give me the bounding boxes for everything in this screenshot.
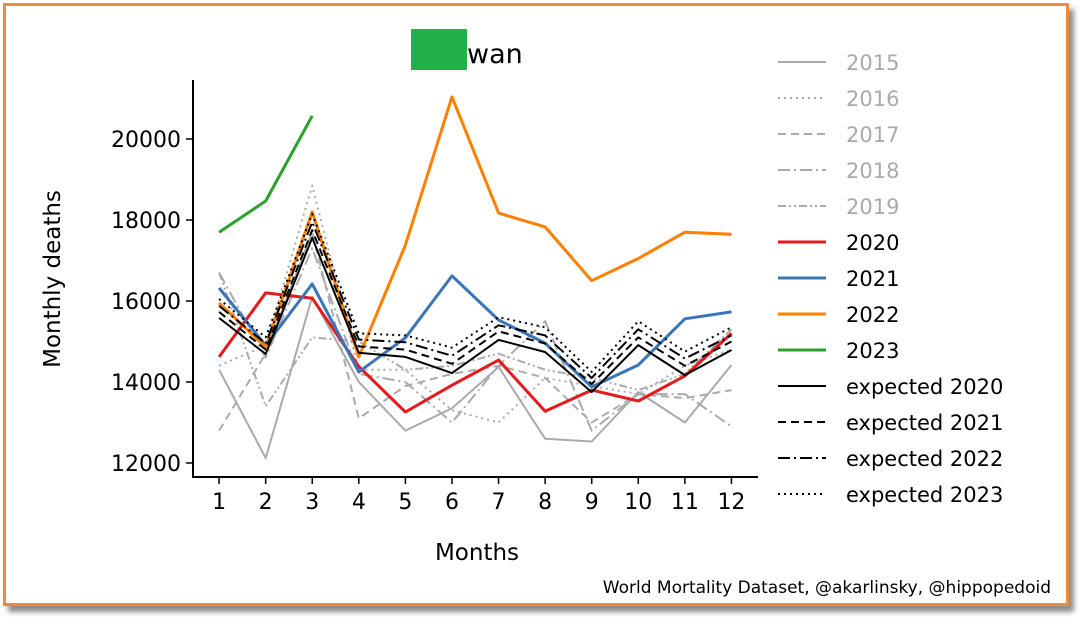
legend-label: 2020 [846, 231, 899, 255]
x-axis-label: Months [435, 540, 519, 566]
legend-label: 2019 [846, 195, 899, 219]
x-tick-label: 10 [624, 490, 652, 515]
series-line-expected-2023 [218, 212, 732, 373]
y-tick-label: 16000 [111, 290, 181, 315]
legend-label: 2015 [846, 51, 899, 75]
x-tick-label: 12 [717, 490, 745, 515]
legend-label: 2023 [846, 339, 899, 363]
x-tick-label: 5 [398, 490, 412, 515]
legend-label: 2016 [846, 87, 899, 111]
y-tick-label: 12000 [111, 452, 181, 477]
y-tick-label: 20000 [111, 128, 181, 153]
x-tick-label: 7 [492, 490, 506, 515]
plot-area [217, 95, 733, 460]
legend: 2015 2016 2017 2018 2019 2020 2021 2022 2023 expe… [778, 51, 1003, 507]
source-annotation: World Mortality Dataset, @akarlinsky, @h… [603, 578, 1051, 598]
legend-label: 2021 [846, 267, 899, 291]
series-line-2018 [218, 247, 733, 432]
y-tick-label: 14000 [111, 371, 181, 396]
legend-label: expected 2020 [846, 375, 1003, 399]
x-tick-label: 1 [212, 490, 226, 515]
y-tick-label: 18000 [111, 209, 181, 234]
legend-label: 2022 [846, 303, 899, 327]
legend-label: 2018 [846, 159, 899, 183]
x-tick-label: 4 [352, 490, 366, 515]
legend-label: expected 2022 [846, 447, 1003, 471]
legend-label: expected 2021 [846, 411, 1003, 435]
x-tick-label: 9 [585, 490, 599, 515]
series-line-2022 [218, 95, 732, 359]
series-line-2023 [218, 115, 314, 234]
legend-label: expected 2023 [846, 483, 1003, 507]
series-line-2019 [218, 272, 733, 408]
series-line-2021 [217, 274, 732, 389]
y-axis-label: Monthly deaths [40, 190, 66, 368]
title-redaction-box [411, 29, 467, 70]
legend-label: 2017 [846, 123, 899, 147]
figure-frame [3, 3, 1069, 606]
series-line-2015 [218, 295, 733, 460]
series-line-expected-2022 [218, 221, 732, 379]
x-tick-label: 11 [671, 490, 699, 515]
x-tick-label: 6 [445, 490, 459, 515]
x-tick-label: 3 [305, 490, 319, 515]
x-tick-label: 8 [538, 490, 552, 515]
series-line-2017 [218, 231, 732, 432]
series-line-expected-2020 [218, 236, 732, 394]
x-tick-label: 2 [259, 490, 273, 515]
series-line-2020 [217, 291, 733, 414]
chart-title: wan [467, 39, 523, 70]
series-line-expected-2021 [218, 229, 732, 385]
